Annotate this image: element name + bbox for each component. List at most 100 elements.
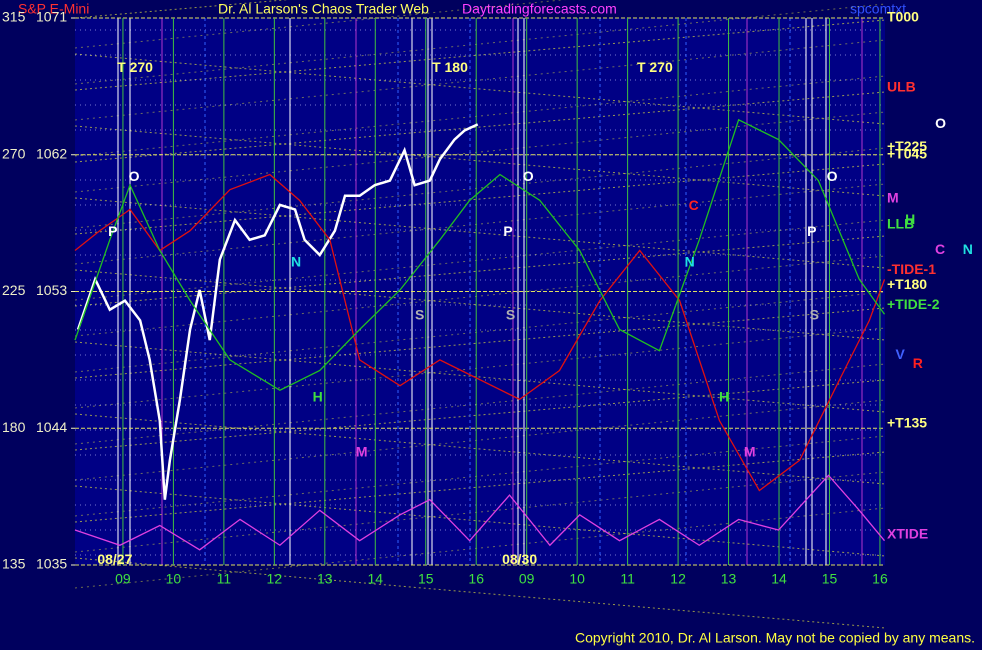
series-line: [74, 118, 886, 392]
annotation: O: [129, 168, 140, 184]
annotation: M: [744, 443, 756, 459]
diagonal-line: [74, 399, 886, 481]
diagonal-line: [74, 91, 886, 163]
annotation: H: [313, 389, 323, 405]
x-tick-label: 10: [569, 571, 585, 587]
annotation: T 180: [432, 59, 468, 75]
x-tick-label: 15: [822, 571, 838, 587]
x-tick-label: 09: [115, 571, 131, 587]
file-name: spcomtxt: [850, 1, 906, 17]
x-tick-label: 13: [317, 571, 333, 587]
diagonal-line: [74, 363, 886, 445]
annotation: H: [905, 211, 915, 227]
annotation: S: [506, 307, 515, 323]
annotation: O: [935, 115, 946, 131]
diagonal-line: [74, 471, 886, 553]
y2-tick-label: 135: [2, 556, 26, 572]
diagonal-line: [74, 147, 886, 229]
x-tick-label: 12: [670, 571, 686, 587]
annotation: S: [810, 307, 819, 323]
diagonal-line: [74, 219, 886, 301]
copyright: Copyright 2010, Dr. Al Larson. May not b…: [575, 630, 975, 646]
diagonal-line: [74, 307, 886, 379]
x-tick-label: 13: [721, 571, 737, 587]
chart-title: S&P E-Mini: [18, 1, 89, 17]
level-label: XTIDE: [887, 525, 928, 541]
series-line: [74, 173, 886, 492]
level-label: T000: [887, 9, 919, 25]
annotation: 08/27: [97, 551, 132, 567]
x-tick-label: 16: [872, 571, 888, 587]
diagonal-line: [74, 327, 886, 409]
y-tick-label: 1053: [36, 282, 67, 298]
annotation: P: [503, 223, 512, 239]
x-tick-label: 12: [267, 571, 283, 587]
level-label: +T135: [887, 414, 927, 430]
diagonal-line: [74, 557, 886, 629]
annotation: R: [913, 355, 923, 371]
series-line: [74, 474, 885, 551]
x-tick-label: 14: [771, 571, 787, 587]
annotation: S: [415, 307, 424, 323]
site-name: Daytradingforecasts.com: [462, 1, 617, 17]
annotation: P: [807, 223, 816, 239]
diagonal-line: [74, 163, 886, 235]
y-tick-label: 1071: [36, 9, 67, 25]
annotation: C: [935, 241, 945, 257]
x-tick-label: 15: [418, 571, 434, 587]
annotation: O: [827, 168, 838, 184]
diagonal-line: [74, 255, 886, 337]
annotation: T 270: [117, 59, 153, 75]
diagonal-line: [74, 341, 886, 413]
annotation: N: [685, 253, 695, 269]
diagonal-line: [74, 183, 886, 265]
annotation: C: [689, 197, 699, 213]
annotation: M: [356, 443, 368, 459]
chart-subtitle: Dr. Al Larson's Chaos Trader Web: [218, 1, 429, 17]
level-label: +T045: [887, 145, 927, 161]
annotation: V: [895, 346, 905, 362]
diagonal-line: [74, 75, 886, 157]
y2-tick-label: 315: [2, 9, 26, 25]
diagonal-line: [74, 39, 886, 121]
level-label: +T225: [887, 138, 927, 154]
diagonal-line: [74, 0, 290, 19]
level-label: M: [887, 190, 899, 206]
y2-tick-label: 180: [2, 419, 26, 435]
annotation: 08/30: [502, 551, 537, 567]
x-tick-label: 10: [166, 571, 182, 587]
level-label: +TIDE-2: [887, 296, 940, 312]
annotation: P: [108, 223, 117, 239]
y2-tick-label: 225: [2, 282, 26, 298]
y2-tick-label: 270: [2, 145, 26, 161]
diagonal-line: [74, 507, 886, 589]
annotation: N: [291, 253, 301, 269]
level-label: LLB: [887, 215, 914, 231]
x-tick-label: 11: [217, 571, 232, 587]
diagonal-line: [74, 435, 886, 517]
x-tick-label: 09: [519, 571, 535, 587]
diagonal-line: [74, 379, 886, 451]
series-line: [76, 123, 479, 500]
x-tick-label: 16: [468, 571, 484, 587]
x-tick-label: 14: [367, 571, 383, 587]
y-tick-label: 1062: [36, 145, 67, 161]
diagonal-line: [74, 125, 886, 197]
diagonal-line: [74, 451, 886, 523]
diagonal-line: [74, 235, 886, 307]
annotation: H: [719, 389, 729, 405]
level-label: +T180: [887, 276, 927, 292]
diagonal-line: [74, 3, 886, 85]
level-label: -TIDE-1: [887, 261, 936, 277]
y-tick-label: 1035: [36, 556, 67, 572]
level-label: ULB: [887, 79, 916, 95]
annotation: N: [963, 241, 973, 257]
annotation: T 270: [637, 59, 673, 75]
diagonal-line: [74, 413, 886, 485]
annotation: O: [523, 168, 534, 184]
diagonal-line: [74, 53, 886, 125]
diagonal-line: [74, 485, 886, 557]
y-tick-label: 1044: [36, 419, 67, 435]
x-tick-label: 11: [620, 571, 635, 587]
